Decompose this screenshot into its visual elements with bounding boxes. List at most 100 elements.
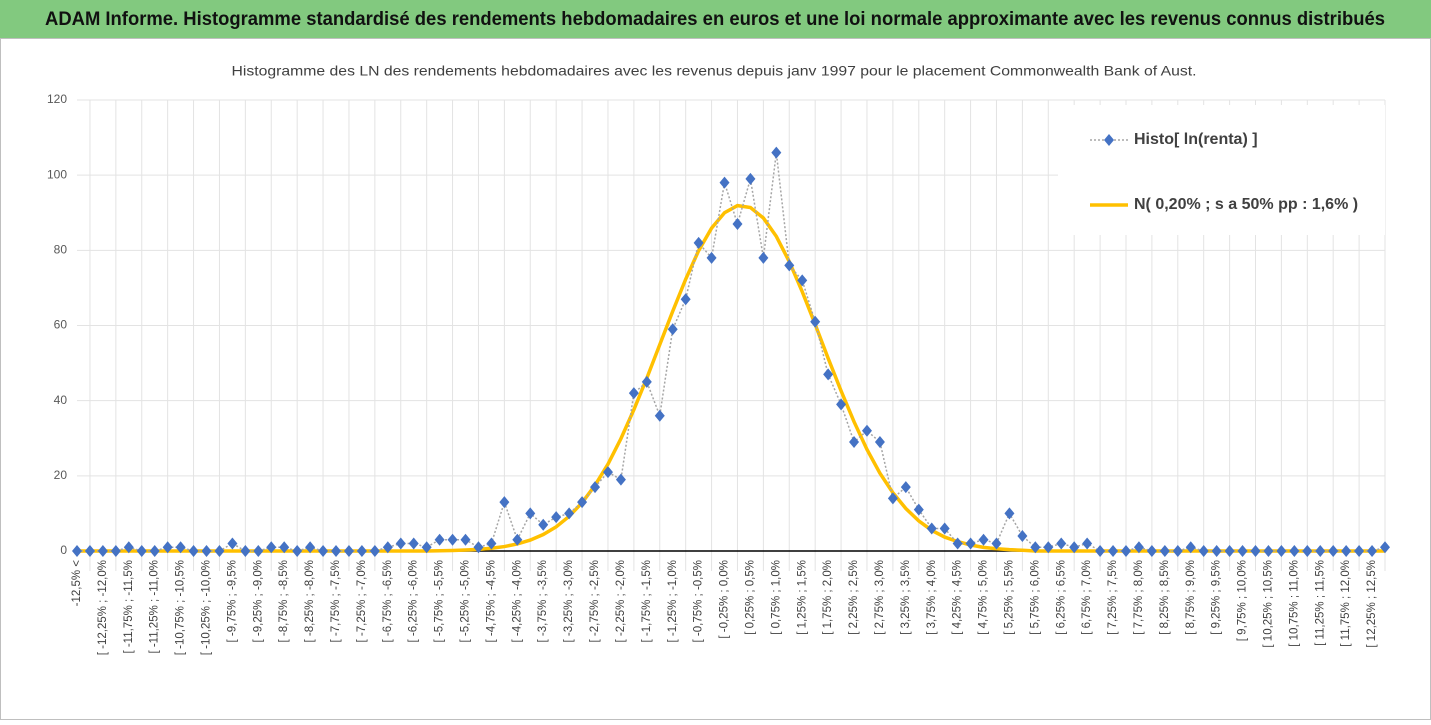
legend-label: Histo[ ln(renta) ] xyxy=(1134,131,1258,148)
x-tick-label: [ -3,75% ; -3,5% xyxy=(537,560,549,642)
data-point xyxy=(136,545,147,557)
data-point xyxy=(693,236,704,249)
x-tick-label: [ -0,25% ; 0,0% xyxy=(719,560,731,639)
y-tick-label: 100 xyxy=(47,167,67,181)
x-tick-label: [ 12,25% ; 12,5% xyxy=(1366,560,1378,648)
data-point xyxy=(72,545,82,557)
data-point xyxy=(227,537,238,550)
data-point xyxy=(784,259,795,272)
data-point xyxy=(292,545,303,557)
data-point xyxy=(745,172,756,185)
data-point xyxy=(1211,545,1222,557)
x-tick-label: [ 0,75% ; 1,0% xyxy=(770,560,782,635)
data-point xyxy=(279,541,290,554)
data-point xyxy=(1185,541,1196,554)
x-tick-label: [ -10,75% ; -10,5% xyxy=(175,560,187,655)
x-tick-label: [ -8,75% ; -8,5% xyxy=(278,560,290,642)
data-point xyxy=(253,545,264,557)
data-point xyxy=(577,496,588,509)
x-tick-label: [ -10,25% ; -10,0% xyxy=(201,560,213,655)
data-point xyxy=(719,176,730,189)
data-point xyxy=(1341,545,1352,557)
x-tick-label: [ 4,25% ; 4,5% xyxy=(952,560,964,635)
data-point xyxy=(797,274,808,287)
data-point xyxy=(1276,545,1287,557)
data-point xyxy=(952,537,963,550)
x-tick-label: [ -2,25% ; -2,0% xyxy=(615,560,627,642)
x-tick-label: [ -2,75% ; -2,5% xyxy=(589,560,601,642)
data-point xyxy=(305,541,316,554)
data-point xyxy=(1069,541,1080,554)
data-point xyxy=(978,533,989,546)
data-point xyxy=(434,533,445,546)
data-point xyxy=(356,545,367,557)
data-point xyxy=(874,436,885,449)
data-point xyxy=(1030,541,1041,554)
data-point xyxy=(1133,541,1144,554)
data-point xyxy=(965,537,976,550)
data-point xyxy=(1302,545,1313,557)
y-tick-label: 20 xyxy=(54,468,68,482)
data-point xyxy=(615,473,626,486)
x-tick-label: [ -4,75% ; -4,5% xyxy=(485,560,497,642)
x-tick-label: [ 2,25% ; 2,5% xyxy=(848,560,860,635)
x-tick-label: [ 11,75% ; 12,0% xyxy=(1340,560,1352,647)
x-tick-label: [ 5,25% ; 5,5% xyxy=(1003,560,1015,635)
y-tick-label: 120 xyxy=(47,92,67,106)
x-tick-label: [ -7,25% ; -7,0% xyxy=(356,560,368,642)
data-point xyxy=(1095,545,1106,557)
x-tick-label: [ -5,75% ; -5,5% xyxy=(434,560,446,642)
data-point xyxy=(939,522,950,535)
x-tick-label: -12,5% < xyxy=(71,560,83,607)
data-point xyxy=(913,503,924,516)
data-point xyxy=(1056,537,1067,550)
data-point xyxy=(382,541,393,554)
x-tick-label: [ 3,25% ; 3,5% xyxy=(900,560,912,635)
data-point xyxy=(1354,545,1365,557)
data-point xyxy=(525,507,536,520)
data-point xyxy=(590,481,601,494)
data-point xyxy=(149,545,160,557)
x-tick-label: [ -5,25% ; -5,0% xyxy=(460,560,472,642)
data-point xyxy=(1263,545,1274,557)
data-point xyxy=(1120,545,1131,557)
data-point xyxy=(1159,545,1170,557)
x-tick-label: [ 0,25% ; 0,5% xyxy=(744,560,756,635)
data-point xyxy=(369,545,380,557)
data-point xyxy=(602,466,613,479)
data-point xyxy=(460,533,471,546)
data-point xyxy=(1367,545,1378,557)
data-point xyxy=(887,492,898,505)
data-point xyxy=(1328,545,1339,557)
y-tick-label: 60 xyxy=(54,318,68,332)
data-point xyxy=(836,398,847,411)
data-point xyxy=(421,541,432,554)
data-point xyxy=(1224,545,1235,557)
data-point xyxy=(188,545,199,557)
data-point xyxy=(240,545,251,557)
data-point xyxy=(1289,545,1300,557)
x-tick-label: [ 11,25% ; 11,5% xyxy=(1314,560,1326,646)
x-tick-label: [ -1,25% ; -1,0% xyxy=(667,560,679,642)
header-title: ADAM Informe. Histogramme standardisé de… xyxy=(45,9,1385,30)
data-point xyxy=(123,541,134,554)
data-point xyxy=(84,545,95,557)
x-tick-label: [ 1,75% ; 2,0% xyxy=(822,560,834,635)
data-point xyxy=(823,368,834,381)
data-point xyxy=(486,537,497,550)
data-point xyxy=(395,537,406,550)
data-point xyxy=(667,323,678,336)
data-point xyxy=(343,545,354,557)
x-tick-label: [ 10,25% ; 10,5% xyxy=(1262,560,1274,648)
data-point xyxy=(732,218,743,231)
data-point xyxy=(318,545,329,557)
y-tick-label: 80 xyxy=(54,243,68,257)
data-point xyxy=(991,537,1002,550)
x-tick-label: [ 7,25% ; 7,5% xyxy=(1107,560,1119,635)
x-tick-label: [ 6,75% ; 7,0% xyxy=(1081,560,1093,635)
data-point xyxy=(1172,545,1183,557)
data-point xyxy=(447,533,458,546)
x-tick-label: [ -8,25% ; -8,0% xyxy=(304,560,316,642)
x-tick-label: [ -11,75% ; -11,5% xyxy=(123,560,135,654)
